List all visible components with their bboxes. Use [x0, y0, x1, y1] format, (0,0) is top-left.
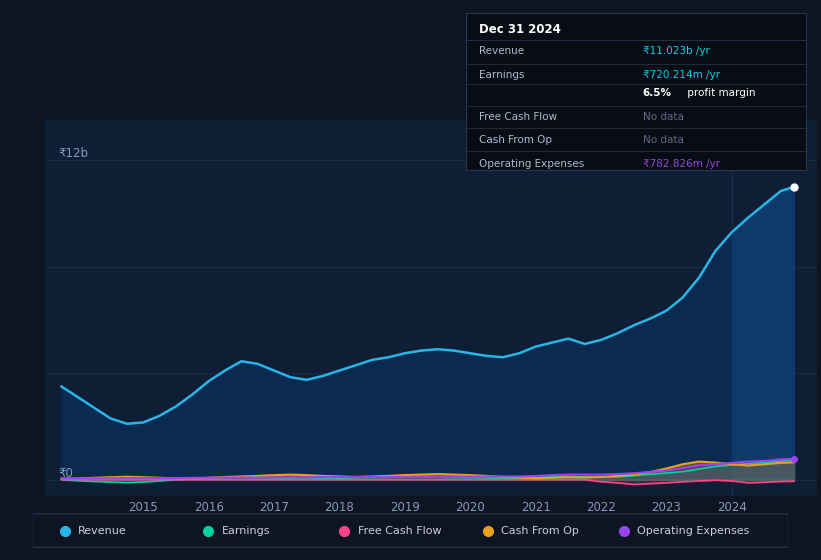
Text: Earnings: Earnings: [479, 69, 525, 80]
Text: No data: No data: [643, 112, 684, 122]
Text: No data: No data: [643, 136, 684, 146]
Text: profit margin: profit margin: [684, 88, 755, 99]
Text: ₹11.023b /yr: ₹11.023b /yr: [643, 46, 709, 56]
Text: ₹782.826m /yr: ₹782.826m /yr: [643, 159, 720, 169]
Text: ₹720.214m /yr: ₹720.214m /yr: [643, 69, 720, 80]
Text: Free Cash Flow: Free Cash Flow: [479, 112, 557, 122]
Text: Revenue: Revenue: [78, 526, 127, 535]
Text: Cash From Op: Cash From Op: [479, 136, 553, 146]
Text: 6.5%: 6.5%: [643, 88, 672, 99]
Text: ₹12b: ₹12b: [58, 147, 88, 160]
Text: ₹0: ₹0: [58, 466, 73, 479]
Text: Operating Expenses: Operating Expenses: [637, 526, 750, 535]
Text: Operating Expenses: Operating Expenses: [479, 159, 585, 169]
FancyBboxPatch shape: [33, 514, 788, 547]
Text: Cash From Op: Cash From Op: [501, 526, 579, 535]
Text: Revenue: Revenue: [479, 46, 525, 56]
Text: Dec 31 2024: Dec 31 2024: [479, 22, 561, 36]
Text: Earnings: Earnings: [222, 526, 270, 535]
Text: Free Cash Flow: Free Cash Flow: [358, 526, 441, 535]
